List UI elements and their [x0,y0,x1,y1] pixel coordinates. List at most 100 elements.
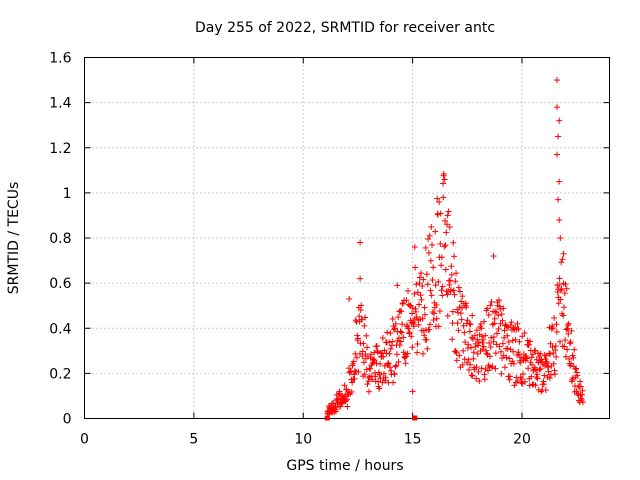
data-point [560,304,567,311]
data-point [554,104,560,111]
data-point [387,345,394,352]
data-point [425,236,432,243]
data-point [518,376,525,383]
data-point [495,297,502,304]
data-point [394,282,401,289]
data-point [402,360,409,367]
data-point [445,208,452,215]
data-point [364,344,371,351]
data-point [516,338,523,345]
data-point [462,339,469,346]
data-point [412,264,419,271]
data-point [364,381,371,388]
data-point [394,337,401,344]
data-point [427,321,434,328]
data-point [390,326,397,333]
data-point [332,408,339,415]
data-point [557,338,564,345]
x-tick-label: 15 [404,432,422,448]
data-point [473,375,480,382]
data-point [441,243,448,250]
data-point [418,296,425,303]
data-point [422,244,429,251]
data-point [566,340,573,347]
data-point [509,337,516,344]
data-point [349,379,356,386]
data-point [568,360,575,367]
data-point [351,367,358,374]
data-point [440,180,447,187]
data-point [554,77,560,84]
y-axis: 0 0.2 0.4 0.6 0.8 1 1.2 1.4 1.6 [49,51,610,428]
data-point [451,291,458,298]
data-point [429,241,436,248]
data-point [526,382,533,389]
y-tick-label: 0.6 [49,276,71,292]
data-point [423,336,430,343]
data-point [515,325,522,332]
data-point [423,271,430,278]
data-point [520,371,527,378]
data-point [458,316,465,323]
data-point [409,344,416,351]
data-point [438,254,445,261]
data-point [374,349,381,356]
data-point [564,346,571,353]
data-point [365,378,372,385]
x-tick-label: 10 [294,432,312,448]
data-point [395,335,402,342]
data-point [441,176,448,183]
data-point [559,256,566,263]
data-point [557,235,564,241]
data-point [561,343,568,350]
data-point [528,373,535,380]
data-point [577,378,584,385]
zero-marker [324,415,330,421]
data-point [372,373,379,380]
data-point [358,302,365,309]
data-point [386,350,393,357]
data-point [398,308,405,315]
x-tick-label: 5 [189,432,198,448]
data-point [521,378,528,385]
zero-marker [412,415,418,421]
data-point [449,320,456,327]
data-point [342,397,349,404]
data-point [489,363,496,370]
data-point [457,288,464,295]
data-point [529,361,536,368]
data-point [476,378,483,385]
data-point [488,298,495,305]
data-point [501,364,508,371]
data-point [376,371,383,378]
data-point [413,314,420,321]
data-point [348,388,355,395]
data-point [428,292,435,299]
data-point [458,304,465,311]
data-point [468,372,475,379]
data-point [403,297,410,304]
data-point [574,372,581,379]
data-point [405,325,412,332]
data-point [384,329,391,336]
data-point [432,282,439,289]
data-point [546,375,553,382]
data-point [443,229,450,236]
data-point [430,264,437,271]
data-point [482,332,489,339]
data-point [391,371,398,378]
data-point [561,290,568,297]
data-point [361,371,368,378]
data-point [438,287,445,294]
data-point [482,347,489,354]
data-point [511,382,518,389]
data-point [475,339,482,346]
y-tick-label: 0 [63,412,72,428]
data-point [444,221,451,228]
data-point [498,311,505,318]
data-point [389,338,396,345]
data-point [409,305,416,312]
y-tick-label: 1.4 [49,96,71,112]
data-point [427,257,434,264]
data-point [390,379,397,386]
